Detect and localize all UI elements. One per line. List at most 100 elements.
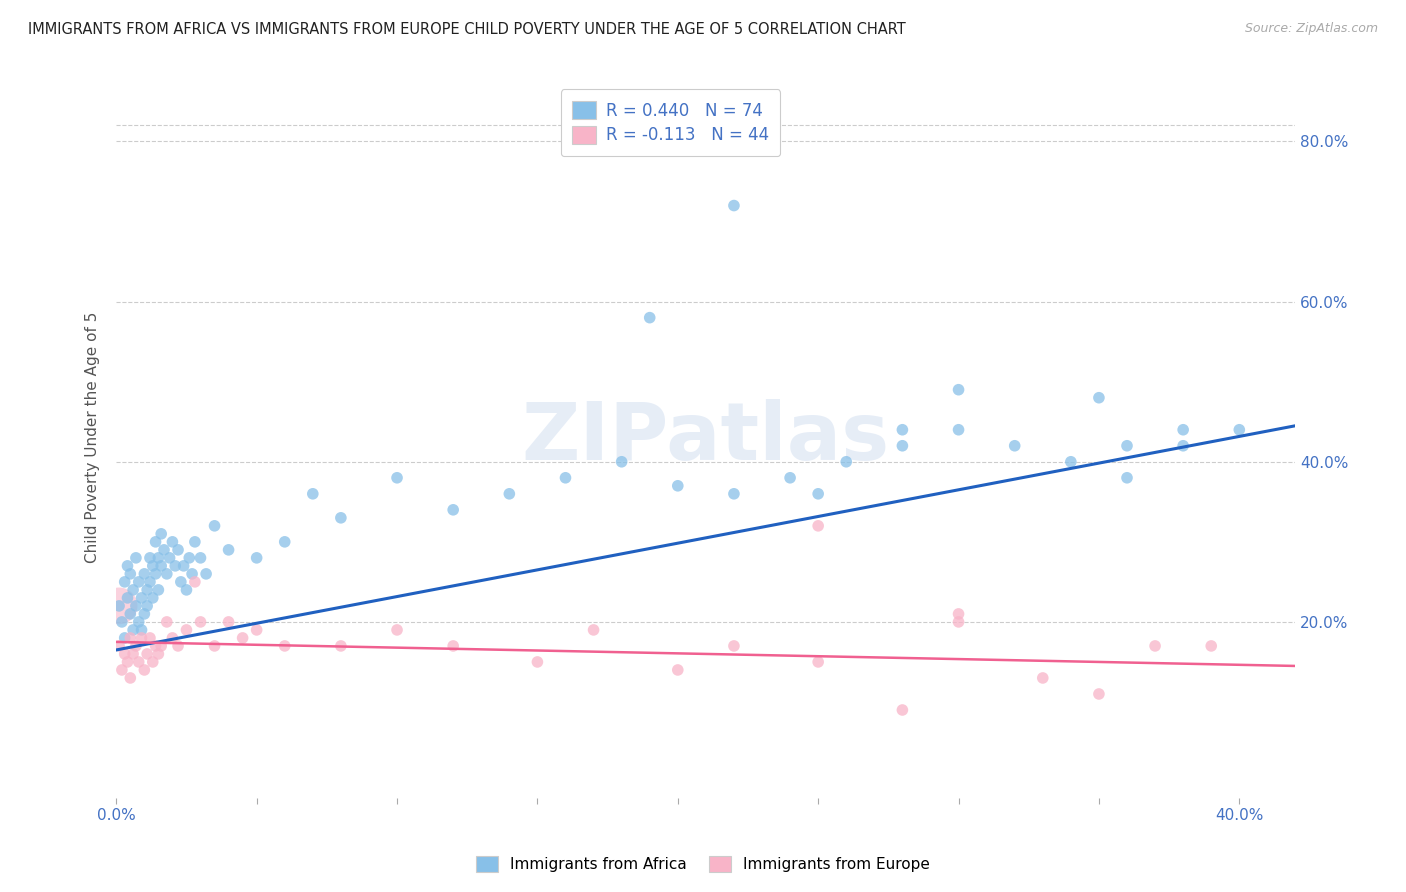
Point — [176, 623, 198, 637]
Point — [139, 550, 162, 565]
Point — [218, 615, 240, 629]
Point — [723, 639, 745, 653]
Point — [948, 383, 970, 397]
Point — [807, 487, 830, 501]
Legend: R = 0.440   N = 74, R = -0.113   N = 44: R = 0.440 N = 74, R = -0.113 N = 44 — [561, 89, 780, 156]
Point — [165, 558, 187, 573]
Point — [108, 599, 131, 613]
Point — [181, 566, 204, 581]
Point — [125, 550, 148, 565]
Point — [274, 534, 297, 549]
Point — [128, 655, 150, 669]
Point — [246, 623, 269, 637]
Text: Source: ZipAtlas.com: Source: ZipAtlas.com — [1244, 22, 1378, 36]
Point — [150, 639, 173, 653]
Point — [128, 574, 150, 589]
Point — [114, 574, 136, 589]
Point — [184, 534, 207, 549]
Point — [173, 558, 195, 573]
Point — [125, 639, 148, 653]
Point — [1116, 471, 1139, 485]
Point — [385, 623, 408, 637]
Point — [111, 615, 134, 629]
Point — [204, 518, 226, 533]
Point — [666, 479, 689, 493]
Point — [723, 487, 745, 501]
Point — [148, 582, 170, 597]
Point — [153, 542, 176, 557]
Point — [108, 639, 131, 653]
Point — [1227, 423, 1250, 437]
Point — [131, 623, 153, 637]
Point — [1032, 671, 1054, 685]
Point — [131, 631, 153, 645]
Point — [807, 655, 830, 669]
Point — [179, 550, 201, 565]
Text: IMMIGRANTS FROM AFRICA VS IMMIGRANTS FROM EUROPE CHILD POVERTY UNDER THE AGE OF : IMMIGRANTS FROM AFRICA VS IMMIGRANTS FRO… — [28, 22, 905, 37]
Point — [190, 615, 212, 629]
Point — [498, 487, 520, 501]
Point — [117, 591, 139, 605]
Point — [134, 566, 156, 581]
Point — [891, 703, 914, 717]
Point — [1173, 423, 1195, 437]
Point — [1173, 439, 1195, 453]
Point — [108, 599, 131, 613]
Point — [723, 198, 745, 212]
Point — [1060, 455, 1083, 469]
Point — [117, 655, 139, 669]
Legend: Immigrants from Africa, Immigrants from Europe: Immigrants from Africa, Immigrants from … — [468, 848, 938, 880]
Point — [131, 591, 153, 605]
Point — [120, 566, 142, 581]
Point — [111, 663, 134, 677]
Point — [1088, 687, 1111, 701]
Point — [162, 534, 184, 549]
Point — [1088, 391, 1111, 405]
Point — [142, 591, 165, 605]
Point — [582, 623, 605, 637]
Point — [301, 487, 323, 501]
Point — [136, 582, 159, 597]
Point — [891, 423, 914, 437]
Point — [666, 663, 689, 677]
Point — [176, 582, 198, 597]
Point — [134, 607, 156, 621]
Point — [385, 471, 408, 485]
Text: ZIPatlas: ZIPatlas — [522, 399, 890, 476]
Point — [120, 631, 142, 645]
Point — [156, 566, 179, 581]
Point — [145, 639, 167, 653]
Point — [441, 503, 464, 517]
Point — [114, 647, 136, 661]
Point — [136, 599, 159, 613]
Point — [1199, 639, 1222, 653]
Point — [150, 526, 173, 541]
Point — [156, 615, 179, 629]
Point — [891, 439, 914, 453]
Point — [246, 550, 269, 565]
Point — [835, 455, 858, 469]
Point — [159, 550, 181, 565]
Point — [218, 542, 240, 557]
Point — [139, 574, 162, 589]
Point — [125, 599, 148, 613]
Point — [184, 574, 207, 589]
Point — [136, 647, 159, 661]
Point — [274, 639, 297, 653]
Point — [167, 542, 190, 557]
Point — [122, 623, 145, 637]
Point — [638, 310, 661, 325]
Point — [1116, 439, 1139, 453]
Point — [190, 550, 212, 565]
Point — [948, 607, 970, 621]
Point — [150, 558, 173, 573]
Point — [170, 574, 193, 589]
Point — [195, 566, 218, 581]
Y-axis label: Child Poverty Under the Age of 5: Child Poverty Under the Age of 5 — [86, 312, 100, 564]
Point — [120, 671, 142, 685]
Point — [329, 511, 352, 525]
Point — [948, 615, 970, 629]
Point — [122, 647, 145, 661]
Point — [114, 631, 136, 645]
Point — [167, 639, 190, 653]
